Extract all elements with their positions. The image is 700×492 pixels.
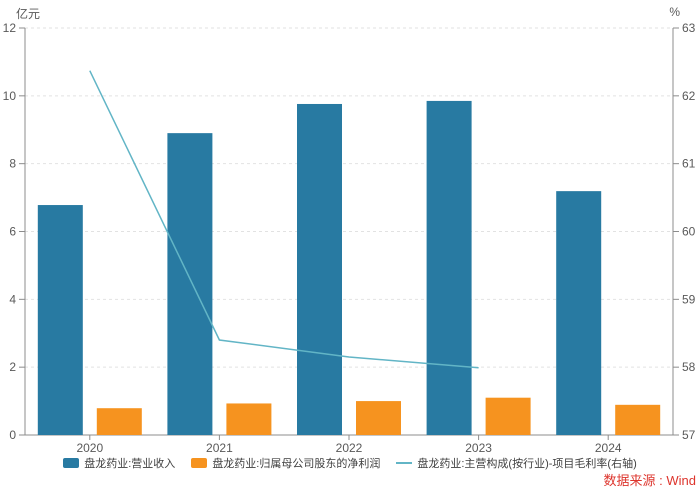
right-axis-tick-label: 61 [682, 157, 696, 171]
x-axis-label: 2020 [76, 441, 103, 455]
left-axis-tick-label: 2 [9, 360, 16, 374]
revenue-bar-2023 [426, 100, 472, 435]
net-profit-swatch-icon [191, 458, 208, 468]
gross-margin-line-swatch-icon [396, 462, 413, 464]
legend-label-gross-margin: 盘龙药业:主营构成(按行业)-项目毛利率(右轴) [417, 458, 637, 470]
right-axis-tick-label: 62 [682, 89, 696, 103]
legend: 盘龙药业:营业收入 盘龙药业:归属母公司股东的净利润 盘龙药业:主营构成(按行业… [0, 455, 700, 471]
revenue-swatch-icon [63, 458, 80, 468]
left-axis-tick-label: 12 [3, 21, 17, 35]
revenue-bar-2020 [37, 205, 83, 435]
legend-item-gross-margin[interactable]: 盘龙药业:主营构成(按行业)-项目毛利率(右轴) [396, 455, 637, 471]
left-axis-tick-label: 10 [3, 89, 17, 103]
revenue-bar-2024 [556, 191, 602, 435]
right-axis-tick-label: 60 [682, 225, 696, 239]
chart-plot: 0 2 4 6 8 10 12 57 58 59 60 61 62 63 2020 2021 2022 2023 2… [3, 21, 696, 455]
right-axis-tick-label: 63 [682, 21, 696, 35]
x-axis-label: 2023 [465, 441, 492, 455]
legend-item-net-profit[interactable]: 盘龙药业:归属母公司股东的净利润 [191, 455, 380, 471]
net_profit-bar-2023 [485, 397, 531, 435]
net_profit-bar-2020 [96, 408, 142, 435]
legend-label-net-profit: 盘龙药业:归属母公司股东的净利润 [212, 458, 381, 470]
gross_margin-line [89, 70, 479, 369]
x-axis-label: 2024 [595, 441, 622, 455]
x-axis-label: 2021 [206, 441, 233, 455]
legend-label-revenue: 盘龙药业:营业收入 [84, 458, 176, 470]
revenue-bar-2021 [167, 133, 213, 435]
net_profit-bar-2024 [615, 404, 661, 435]
right-axis-tick-label: 57 [682, 428, 696, 442]
left-axis-tick-label: 6 [9, 225, 16, 239]
left-axis-tick-label: 4 [9, 292, 16, 306]
right-axis-tick-label: 58 [682, 360, 696, 374]
revenue-bar-2022 [297, 103, 342, 436]
left-axis-tick-label: 0 [9, 428, 16, 442]
left-axis-unit-label: 亿元 [16, 7, 41, 21]
net_profit-bar-2022 [356, 401, 401, 435]
right-axis-tick-label: 59 [682, 292, 696, 306]
legend-item-revenue[interactable]: 盘龙药业:营业收入 [63, 455, 175, 471]
net_profit-bar-2021 [226, 403, 272, 435]
right-axis-unit-label: % [669, 5, 680, 19]
data-source-credit: 数据来源 : Wind [603, 473, 696, 488]
left-axis-tick-label: 8 [9, 157, 16, 171]
x-axis-label: 2022 [336, 441, 363, 455]
